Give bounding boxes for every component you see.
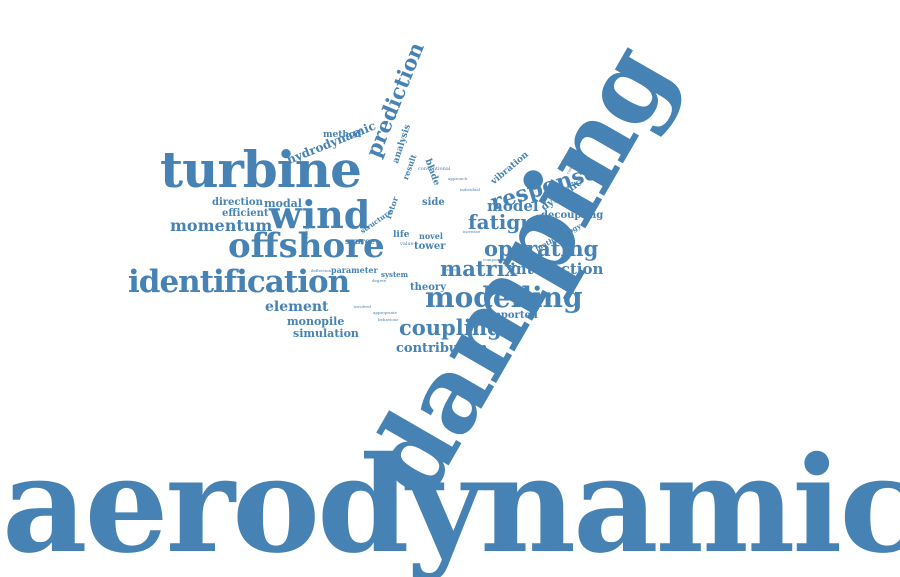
word-offshore: offshore xyxy=(228,226,385,266)
word-increase: increase xyxy=(463,229,481,234)
word-conventional: conventional xyxy=(418,166,451,172)
word-involved: involved xyxy=(354,304,371,309)
word-simulation: simulation xyxy=(293,327,359,340)
word-interaction: interaction xyxy=(510,260,604,278)
word-approach: approach xyxy=(448,176,468,181)
word-element: element xyxy=(265,299,329,315)
word-monopile: monopile xyxy=(287,315,345,328)
word-direction: direction xyxy=(212,197,263,208)
word-coupling: coupling xyxy=(399,315,502,340)
word-modelling: modelling xyxy=(425,281,583,314)
word-decoupling: decoupling xyxy=(541,210,604,221)
word-blade: blade xyxy=(422,157,442,187)
word-supported: supported xyxy=(481,310,538,321)
word-system: system xyxy=(381,270,409,279)
word-theory: theory xyxy=(410,282,447,293)
word-model: model xyxy=(487,197,539,215)
word-momentum: momentum xyxy=(170,216,273,235)
word-operating: operating xyxy=(484,236,599,261)
word-source: source xyxy=(345,236,375,246)
word-individual: individual xyxy=(460,187,481,192)
word-method: method xyxy=(323,130,362,140)
word-result: result xyxy=(400,152,419,182)
word-degree: degree xyxy=(372,278,387,283)
word-deflection: deflection xyxy=(311,268,332,273)
word-parameter: parameter xyxy=(331,265,378,275)
word-tower: tower xyxy=(414,241,446,252)
word-project: project xyxy=(444,267,459,272)
word-contribution: contribution xyxy=(396,341,488,356)
word-component: component xyxy=(483,257,506,262)
word-efficient: efficient xyxy=(222,208,269,219)
word-matrix: matrix xyxy=(440,256,518,281)
word-identification: identification xyxy=(128,264,350,300)
word-turbine: turbine xyxy=(160,140,362,199)
word-wind: wind xyxy=(269,192,371,237)
word-value: value xyxy=(400,241,414,247)
word-side: side xyxy=(422,197,445,208)
word-life: life xyxy=(393,230,410,240)
word-appropriate: appropriate xyxy=(373,310,397,315)
word-prediction: prediction xyxy=(360,38,429,161)
word-modal: modal xyxy=(264,197,302,210)
word-fatigue: fatigue xyxy=(468,210,548,234)
word-aerodynamic: aerodynamic xyxy=(2,428,900,577)
word-novel: novel xyxy=(419,231,443,241)
word-behaviour: behaviour xyxy=(378,317,399,322)
